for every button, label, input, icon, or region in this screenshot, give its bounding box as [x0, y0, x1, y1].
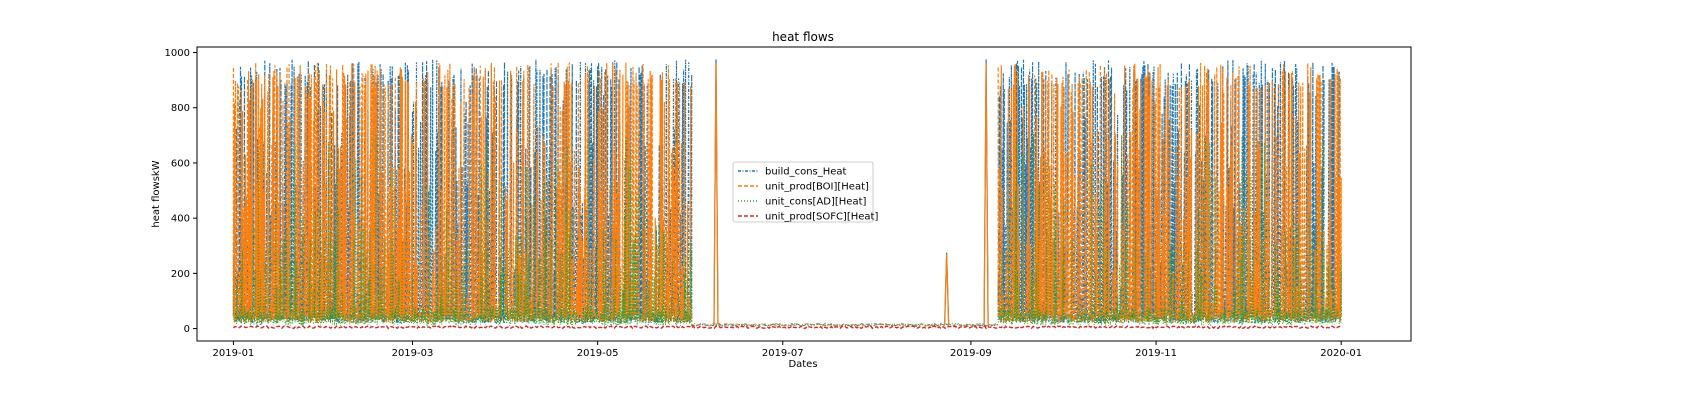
y-axis: 0 200 400 600 800 1000: [165, 48, 197, 335]
series-3: [232, 324, 1342, 330]
chart-title: heat flows: [772, 30, 834, 44]
plot-area: [232, 59, 1342, 330]
y-axis-label: heat flowskW: [151, 160, 162, 227]
x-axis: 2019-01 2019-03 2019-05 2019-07 2019-09 2019-…: [213, 341, 1362, 359]
series-2-summer-line: [691, 323, 999, 327]
series-1-spike-2: [944, 254, 950, 325]
series-1-spike-1: [983, 63, 989, 325]
plot-frame: [196, 46, 1412, 342]
legend: build_cons_Heat unit_prod[BOI][Heat] unit_…: [732, 161, 878, 223]
legend-label-2: unit_cons[AD][Heat]: [765, 197, 867, 208]
y-tick-label-0: 0: [184, 324, 190, 335]
legend-label-0: build_cons_Heat: [765, 167, 847, 178]
y-tick-label-1: 200: [171, 269, 190, 280]
series-1-spike-0: [713, 63, 719, 325]
y-tick-label-4: 800: [171, 103, 190, 114]
legend-label-1: unit_prod[BOI][Heat]: [765, 182, 869, 193]
y-tick-label-3: 600: [171, 158, 190, 169]
y-tick-label-2: 400: [171, 214, 190, 225]
legend-box: [732, 161, 874, 223]
x-tick-label-6: 2020-01: [1320, 348, 1362, 359]
series-3-line: [232, 324, 1342, 330]
x-tick-label-3: 2019-07: [762, 348, 804, 359]
x-tick-label-4: 2019-09: [950, 348, 992, 359]
x-axis-label: Dates: [788, 359, 817, 370]
legend-label-3: unit_prod[SOFC][Heat]: [765, 212, 878, 223]
x-tick-label-5: 2019-11: [1135, 348, 1177, 359]
y-tick-label-5: 1000: [165, 48, 190, 59]
series-2: [232, 131, 1342, 329]
series-2-line: [232, 131, 1342, 329]
x-tick-label-0: 2019-01: [213, 348, 255, 359]
x-tick-label-1: 2019-03: [392, 348, 434, 359]
x-tick-label-2: 2019-05: [577, 348, 619, 359]
